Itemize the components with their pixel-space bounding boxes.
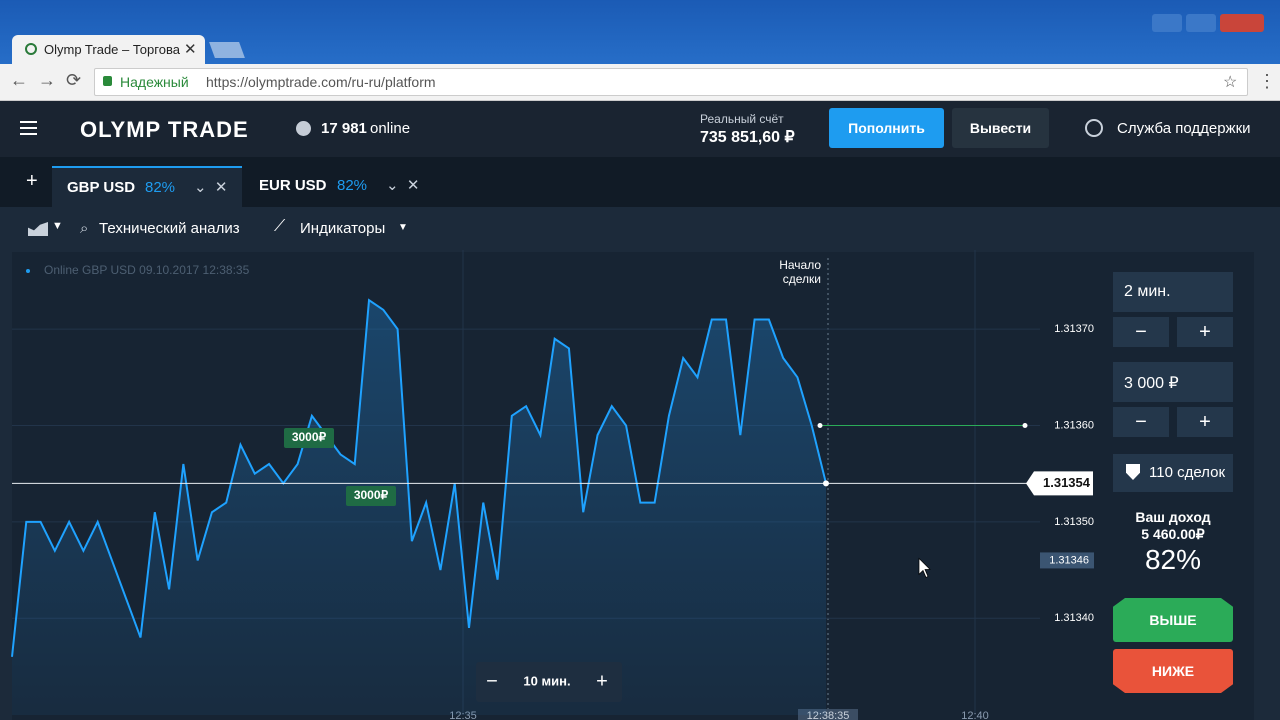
shield-icon [1126,464,1140,480]
amount-box[interactable]: 3 000 ₽ [1113,362,1233,402]
lock-icon [103,76,112,86]
omnibox[interactable]: Надежный https://olymptrade.com/ru-ru/pl… [94,68,1248,96]
asset-payout: 82% [145,179,176,196]
address-bar: ← → ⟳ Надежный https://olymptrade.com/ru… [0,64,1280,101]
chart-type-icon[interactable] [28,222,48,236]
support-link[interactable]: Служба поддержки [1117,120,1251,137]
duration-minus[interactable]: − [1113,317,1169,347]
minimize[interactable] [1152,14,1182,32]
asset-tab[interactable]: EUR USD 82% ⌄ ✕ [244,166,434,207]
indicators-dropdown[interactable]: ▼ [398,222,408,233]
balance: 735 851,60 ₽ [700,129,795,146]
chart-legend: Online GBP USD 09.10.2017 12:38:35 [44,263,250,277]
window-controls [1152,14,1264,34]
y-tick-label: 1.31360 [1054,419,1094,431]
payout: 82% [1144,544,1202,575]
time-label: 12:38:35 [807,710,850,720]
cursor-price-label: 1.31346 [1049,554,1089,566]
zoom-out[interactable]: − [486,670,498,692]
asset-controls[interactable]: ⌄ ✕ [386,177,420,194]
income: 5 460.00₽ [1141,526,1205,542]
y-tick-label: 1.31350 [1054,516,1094,528]
deposit-button[interactable]: Пополнить [829,108,944,148]
asset-payout: 82% [337,177,368,194]
chart-toolbar: ▼ ⌕ Технический анализ ⟋ Индикаторы ▼ [12,208,1254,252]
asset-name: EUR USD [259,177,327,194]
analysis-icon: ⌕ [80,220,89,237]
bookmark-star[interactable]: ☆ [1223,74,1238,91]
zoom-control [476,662,622,702]
trade-label: 3000₽ [354,488,389,502]
withdraw-button[interactable]: Вывести [952,108,1049,148]
app-header: OLYMP TRADE 17 981 online Реальный счёт … [0,101,1280,157]
trade-bubble [346,486,396,506]
add-tab[interactable]: + [26,170,38,192]
tab-title: Olymp Trade – Торгова [44,42,180,57]
price-line [11,298,827,657]
legend-dot [26,269,30,273]
nav-buttons[interactable]: ← → ⟳ [10,70,82,90]
duration-plus[interactable]: + [1177,317,1233,347]
asset-controls[interactable]: ⌄ ✕ [194,179,228,196]
online-count: 17 981 [321,120,367,137]
online-label: online [370,120,411,137]
account-label: Реальный счёт [700,112,784,126]
browser-tab[interactable]: Olymp Trade – Торгова ✕ [12,35,205,64]
new-tab[interactable] [209,42,245,58]
trade-bubble [284,428,334,448]
indicators-icon: ⟋ [274,218,286,235]
asset-tabs: + GBP USD 82% ⌄ ✕ EUR USD 82% ⌄ ✕ [0,157,1280,209]
current-price-box [1026,471,1093,496]
online-icon [296,121,311,136]
maximize[interactable] [1186,14,1216,32]
mouse-cursor [918,557,931,578]
deal-start-label: Начало [779,258,821,272]
down-button[interactable]: НИЖЕ [1113,649,1233,693]
tab-close[interactable]: ✕ [184,41,197,58]
y-tick-label: 1.31340 [1054,612,1094,624]
price-chart: Online GBP USD 09.10.2017 12:38:35 Начал… [11,250,1094,720]
support-icon [1085,119,1103,137]
income-label: Ваш доход [1135,509,1211,525]
url: https://olymptrade.com/ru-ru/platform [206,74,436,90]
area-shading [12,300,826,715]
y-tick-label: 1.31370 [1054,323,1094,335]
duration-box[interactable]: 2 мин. [1113,272,1233,312]
deal-dot [1022,422,1028,428]
secure-label: Надежный [120,74,189,90]
menu[interactable]: ⋮ [1258,71,1276,91]
deal-start-label: сделки [783,272,821,286]
zoom-in[interactable]: + [596,670,608,692]
cursor-price-box [1040,552,1094,569]
close-window[interactable] [1220,14,1264,32]
amount: 3 000 ₽ [1124,375,1179,392]
asset-name: GBP USD [67,179,136,196]
hamburger[interactable] [20,121,37,135]
indicators[interactable]: Индикаторы [300,220,386,237]
amount-minus[interactable]: − [1113,407,1169,437]
current-dot [823,480,829,487]
time-label: 12:40 [961,710,989,720]
chart-type-dropdown[interactable]: ▼ [52,220,63,232]
current-price-label: 1.31354 [1043,475,1091,490]
zoom-label: 10 мин. [523,673,570,688]
deals-count: 110 сделок [1149,464,1226,481]
asset-tab-active[interactable]: GBP USD 82% ⌄ ✕ [52,166,242,209]
duration: 2 мин. [1124,283,1171,300]
amount-plus[interactable]: + [1177,407,1233,437]
deals-box[interactable]: 110 сделок [1113,454,1233,492]
technical-analysis[interactable]: Технический анализ [99,220,240,237]
deal-dot [817,422,823,428]
up-button[interactable]: ВЫШЕ [1113,598,1233,642]
favicon [25,43,37,55]
trade-label: 3000₽ [292,430,327,444]
time-label-box [798,709,858,720]
logo[interactable]: OLYMP TRADE [80,117,249,142]
